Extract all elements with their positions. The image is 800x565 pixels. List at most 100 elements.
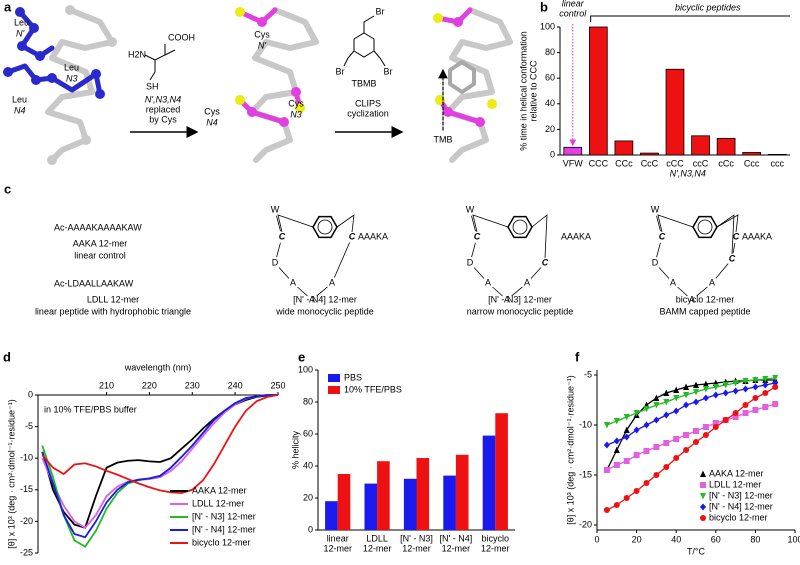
point (693, 381, 699, 388)
point (732, 414, 739, 420)
point (752, 377, 759, 384)
point (623, 495, 630, 501)
linker-arm (716, 214, 735, 255)
bond (732, 242, 736, 254)
point (623, 458, 630, 464)
point (643, 448, 650, 454)
residue: C (733, 231, 740, 241)
legend-swatch (328, 374, 340, 382)
point (643, 480, 650, 486)
bond (715, 263, 729, 279)
point (673, 436, 680, 442)
bar (443, 475, 456, 530)
y-tick-label: -15 (579, 469, 592, 479)
bond (530, 267, 542, 279)
point (752, 407, 759, 413)
x-axis-label: wavelength (nm) (124, 362, 192, 372)
bar (640, 152, 659, 156)
residue: C (542, 257, 549, 267)
point (702, 424, 709, 430)
residue: C (349, 231, 356, 241)
point (683, 432, 690, 438)
y-tick-label: 0 (28, 389, 33, 399)
panel-label: c (4, 181, 11, 196)
annotation: linear (562, 0, 585, 8)
residue-position: N' (258, 40, 266, 50)
x-tick-label: 100 (787, 534, 800, 544)
point (603, 507, 610, 513)
point (653, 472, 660, 478)
x-tick-label: 240 (228, 380, 243, 390)
residue-position: N' (16, 28, 24, 38)
residue: D (652, 257, 659, 267)
peptide-name: bicyclo 12-mer (676, 294, 735, 304)
residue: AAAKA (742, 231, 772, 241)
residue: C (279, 231, 286, 241)
legend-label: [N' - N3] 12-mer (709, 490, 773, 500)
x-tick-label: 12-mer (442, 543, 471, 553)
point (633, 452, 640, 458)
legend-swatch (328, 386, 340, 394)
point (762, 381, 769, 389)
residue: C (729, 253, 736, 263)
linker-arm (472, 214, 509, 233)
point (693, 428, 699, 434)
x-tick-label: 40 (671, 534, 681, 544)
y-tick-label: -5 (25, 421, 33, 431)
point (772, 384, 779, 390)
legend-marker (700, 493, 706, 500)
fit-line (606, 382, 776, 446)
point (673, 455, 680, 461)
legend-marker (700, 515, 706, 521)
bond (334, 242, 350, 278)
point (683, 383, 690, 390)
bond (471, 215, 476, 232)
bar (482, 435, 496, 530)
point (762, 376, 769, 383)
residue-label: Leu (14, 17, 29, 27)
series-line (41, 394, 278, 539)
point (702, 380, 709, 387)
x-tick-label: 0 (594, 534, 599, 544)
point (603, 422, 610, 429)
point (762, 390, 769, 396)
point (722, 382, 729, 389)
bar (337, 474, 351, 530)
point (613, 437, 620, 445)
sequence: Ac-LDAALLAAKAW (54, 278, 134, 288)
y-tick-label: 20 (303, 492, 313, 502)
point (742, 378, 749, 385)
y-tick-label: 80 (303, 396, 313, 406)
structure-middle (235, 7, 319, 163)
residue: A (504, 294, 510, 304)
bar (495, 413, 508, 530)
y-tick-label: 0 (308, 524, 313, 534)
chem-label: Br (336, 66, 345, 76)
point (742, 385, 749, 393)
y-tick-label: 100 (540, 21, 555, 31)
point (732, 387, 739, 395)
point (653, 394, 660, 401)
x-tick-label: CcC (641, 158, 659, 168)
residue: A (329, 277, 335, 287)
y-tick-label: 40 (303, 460, 313, 470)
point (742, 402, 749, 408)
linker-arm (277, 214, 314, 233)
point (693, 389, 699, 396)
point (673, 386, 680, 393)
point (772, 401, 779, 407)
bond (278, 267, 290, 279)
point (633, 488, 640, 494)
point (762, 404, 769, 410)
y-tick-label: -15 (20, 484, 33, 494)
step-label: by Cys (149, 114, 177, 124)
point (613, 462, 620, 468)
y-tick-label: -10 (579, 419, 592, 429)
bond (471, 242, 476, 258)
y-tick-label: 40 (545, 98, 555, 108)
x-tick-label: bicyclo (482, 533, 510, 543)
x-tick-label: linear (327, 533, 349, 543)
point (673, 407, 680, 415)
bar (364, 483, 378, 530)
